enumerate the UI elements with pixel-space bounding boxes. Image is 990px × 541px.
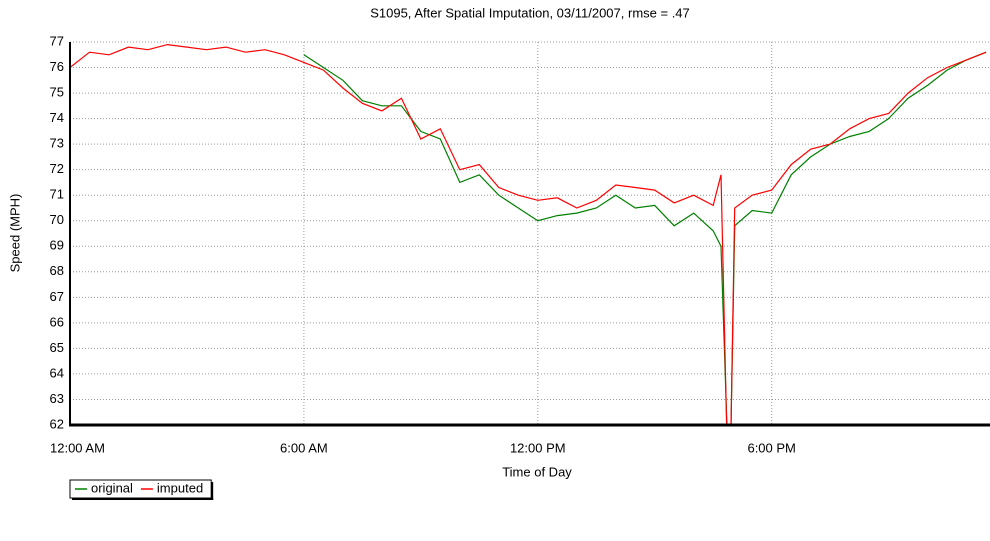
y-tick-label: 69 — [50, 238, 64, 253]
x-tick-label: 12:00 PM — [510, 440, 566, 455]
y-tick-label: 76 — [50, 59, 64, 74]
legend-label: imputed — [157, 480, 203, 495]
legend-shadow — [211, 482, 214, 500]
y-tick-label: 77 — [50, 33, 64, 48]
y-tick-label: 62 — [50, 416, 64, 431]
y-tick-label: 70 — [50, 212, 64, 227]
plot-lines — [70, 43, 987, 426]
series-line — [70, 43, 987, 426]
x-tick-label: 6:00 AM — [280, 440, 328, 455]
legend: original imputed — [69, 479, 214, 500]
x-tick-label: 6:00 PM — [747, 440, 795, 455]
y-tick-label: 68 — [50, 263, 64, 278]
legend-shadow — [72, 498, 214, 500]
x-axis-label: Time of Day — [502, 464, 572, 479]
y-tick-label: 66 — [50, 314, 64, 329]
y-tick-label: 74 — [50, 110, 64, 125]
y-tick-label: 67 — [50, 289, 64, 304]
y-tick-label: 64 — [50, 365, 64, 380]
legend-label: original — [91, 480, 133, 495]
y-tick-label: 63 — [50, 391, 64, 406]
y-tick-label: 75 — [50, 85, 64, 100]
y-tick-label: 65 — [50, 340, 64, 355]
x-tick-label: 12:00 AM — [50, 440, 105, 455]
y-tick-label: 71 — [50, 187, 64, 202]
series-line — [303, 51, 987, 426]
y-tick-label: 72 — [50, 161, 64, 176]
chart-title: S1095, After Spatial Imputation, 03/11/2… — [370, 5, 690, 20]
y-tick-label: 73 — [50, 136, 64, 151]
y-axis-label: Speed (MPH) — [7, 194, 22, 273]
